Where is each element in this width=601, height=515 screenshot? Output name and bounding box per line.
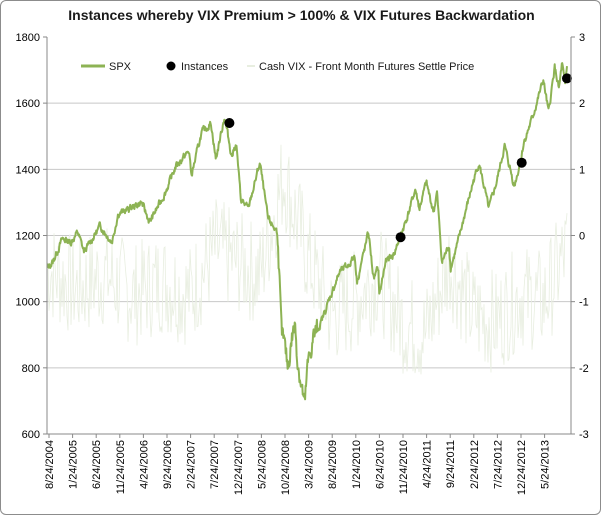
x-tick-label: 6/24/2005: [91, 440, 103, 489]
right-tick-label: -1: [579, 297, 589, 309]
x-axis-ticks: 8/24/2004 1/24/2005 6/24/2005 11/24/2005 4/2…: [44, 434, 552, 495]
legend-label-spx: SPX: [109, 61, 132, 73]
x-tick-label: 5/24/2008: [256, 440, 268, 489]
chart-title: Instances whereby VIX Premium > 100% & V…: [68, 7, 535, 23]
spx-series-layer: [46, 62, 568, 401]
x-tick-label: 12/24/2007: [233, 440, 245, 495]
left-tick-label: 800: [22, 363, 40, 375]
left-axis-ticks: 600 800 1000 1200 1400 1600 1800: [16, 32, 47, 441]
right-tick-label: -2: [579, 363, 589, 375]
x-tick-label: 11/24/2005: [115, 440, 127, 494]
x-tick-label: 9/24/2011: [445, 440, 457, 488]
left-tick-label: 1600: [16, 98, 40, 110]
x-tick-label: 6/24/2010: [374, 440, 386, 489]
x-tick-label: 7/24/2007: [209, 440, 221, 489]
x-tick-label: 9/24/2006: [162, 440, 174, 489]
x-tick-label: 3/24/2009: [304, 440, 316, 489]
instance-marker: [562, 73, 572, 84]
left-tick-label: 600: [22, 429, 40, 441]
x-tick-label: 12/24/2012: [516, 440, 528, 495]
legend-label-instances: Instances: [181, 61, 229, 73]
right-tick-label: 0: [579, 231, 585, 243]
right-tick-label: 1: [579, 164, 585, 176]
instance-marker: [395, 232, 406, 243]
vix-series-layer: [46, 144, 568, 375]
left-tick-label: 1400: [16, 164, 40, 176]
x-tick-label: 4/24/2011: [422, 440, 434, 488]
instances-marker-layer: [224, 73, 572, 243]
right-tick-label: 2: [579, 98, 585, 110]
x-tick-label: 10/24/2008: [280, 440, 292, 495]
legend: SPX Instances Cash VIX - Front Month Fut…: [81, 61, 474, 73]
x-tick-label: 4/24/2006: [138, 440, 150, 489]
legend-swatch-instances: [166, 61, 176, 71]
x-tick-label: 7/24/2012: [492, 440, 504, 489]
left-tick-label: 1200: [16, 231, 40, 243]
series-line-spx: [46, 62, 568, 401]
legend-label-vix: Cash VIX - Front Month Futures Settle Pr…: [259, 61, 474, 73]
series-line-vix: [46, 144, 568, 375]
left-tick-label: 1800: [16, 32, 40, 44]
right-tick-label: -3: [579, 429, 589, 441]
x-tick-label: 5/24/2013: [540, 440, 552, 489]
x-tick-label: 11/24/2010: [398, 440, 410, 494]
x-tick-label: 8/24/2009: [327, 440, 339, 489]
right-axis-ticks: -3 -2 -1 0 1 2 3: [571, 32, 589, 441]
x-tick-label: 2/24/2007: [186, 440, 198, 489]
x-tick-label: 1/24/2005: [68, 440, 80, 489]
x-tick-label: 8/24/2004: [44, 440, 56, 489]
instance-marker: [516, 157, 527, 168]
right-tick-label: 3: [579, 32, 585, 44]
left-tick-label: 1000: [16, 297, 40, 309]
x-tick-label: 1/24/2010: [351, 440, 363, 489]
x-tick-label: 2/24/2012: [469, 440, 481, 489]
instance-marker: [224, 118, 235, 128]
